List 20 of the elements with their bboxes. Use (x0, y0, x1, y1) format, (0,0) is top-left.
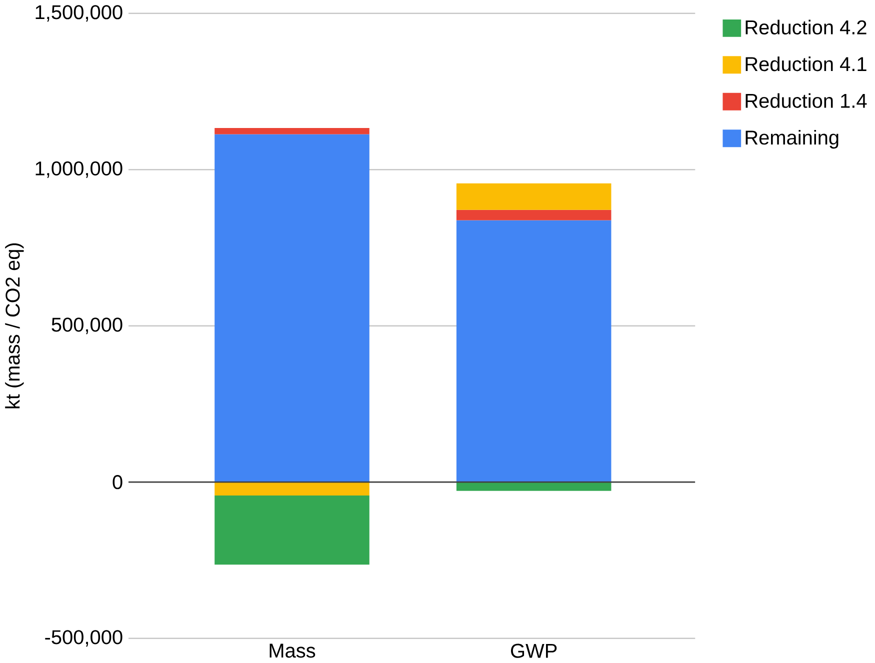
y-tick-label: 500,000 (52, 318, 122, 334)
bar (456, 183, 612, 210)
bar (214, 134, 370, 482)
bar (214, 128, 370, 134)
y-axis-title: kt (mass / CO2 eq) (5, 243, 24, 408)
legend-label: Reduction 4.2 (746, 20, 866, 34)
bar (456, 220, 612, 482)
bar (214, 482, 370, 496)
legend-label: Reduction 4.1 (746, 56, 866, 72)
y-tick-label: 0 (112, 475, 122, 490)
x-tick-label: Mass (270, 644, 316, 658)
bar (456, 482, 612, 491)
y-tick-label: -500,000 (45, 630, 122, 647)
x-tick-label: GWP (511, 644, 557, 658)
legend-label: Reduction 1.4 (746, 93, 867, 108)
legend-label: Remaining (746, 130, 838, 149)
y-tick-label: 1,500,000 (36, 5, 122, 22)
y-tick-label: 1,000,000 (36, 161, 122, 178)
bar (456, 210, 612, 220)
bar (214, 496, 370, 565)
